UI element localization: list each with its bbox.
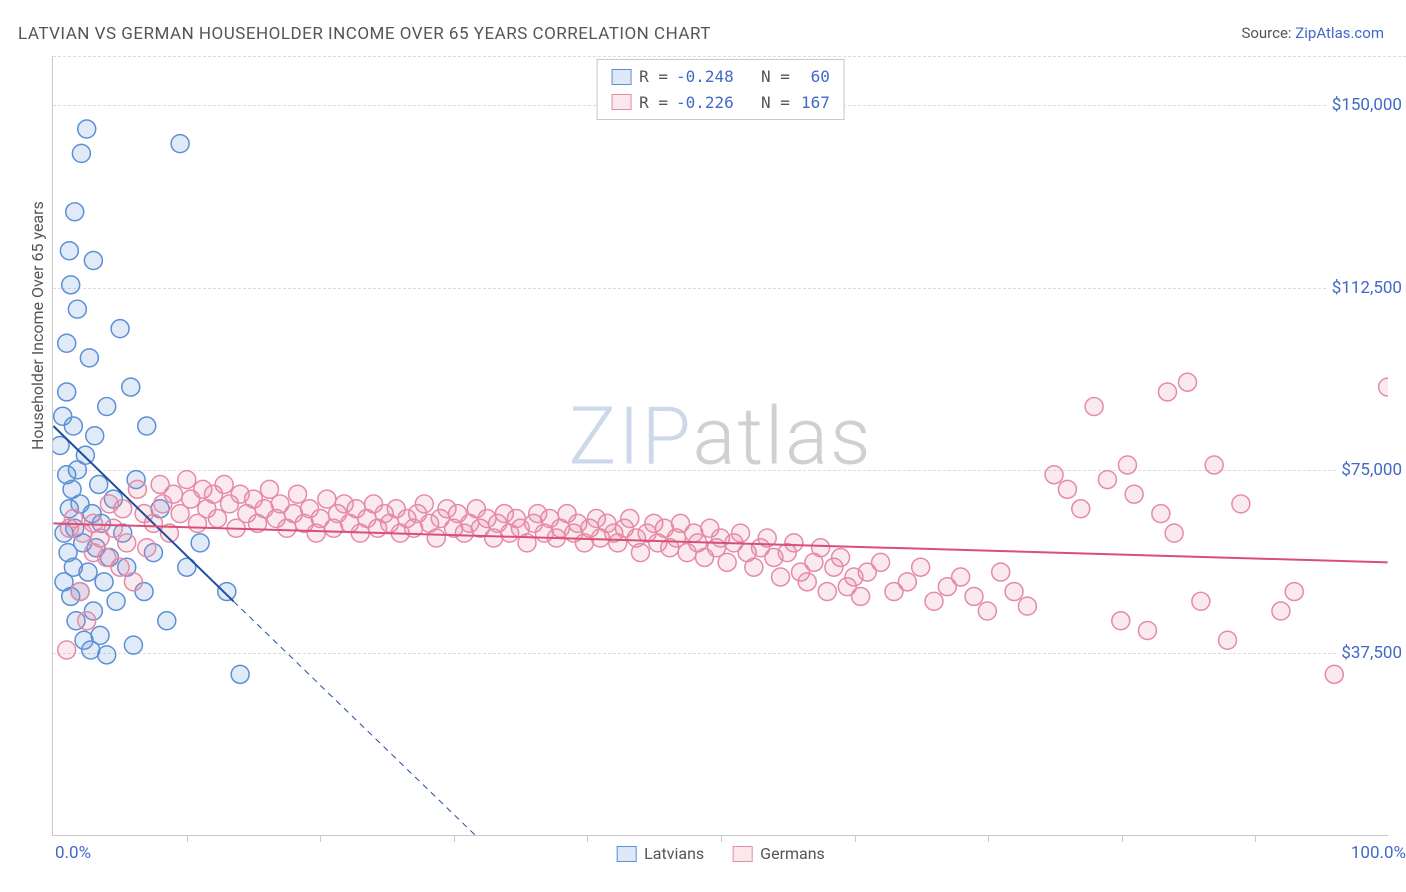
x-tick (721, 835, 722, 842)
regression-line (53, 426, 233, 601)
source-attribution: Source: ZipAtlas.com (1241, 24, 1384, 42)
x-min-label: 0.0% (55, 843, 91, 863)
legend-n-label: N = (742, 64, 790, 90)
x-tick (587, 835, 588, 842)
legend-series-item: Latvians (616, 844, 704, 863)
x-tick (1122, 835, 1123, 842)
legend-swatch (616, 846, 636, 862)
x-tick (988, 835, 989, 842)
y-axis-label: Householder Income Over 65 years (28, 201, 47, 450)
legend-series-item: Germans (732, 844, 825, 863)
x-tick (454, 835, 455, 842)
legend-swatch (732, 846, 752, 862)
legend-n-value: 167 (798, 90, 830, 116)
legend-stat-row: R = -0.226 N = 167 (611, 90, 830, 116)
chart-title: LATVIAN VS GERMAN HOUSEHOLDER INCOME OVE… (18, 24, 711, 44)
legend-swatch (611, 94, 631, 110)
source-prefix: Source: (1241, 24, 1295, 42)
legend-n-value: 60 (798, 64, 830, 90)
regression-svg (53, 56, 1388, 835)
y-tick-label: $75,000 (1337, 460, 1406, 480)
x-tick (187, 835, 188, 842)
legend-n-label: N = (742, 90, 790, 116)
regression-line (53, 523, 1387, 562)
source-link[interactable]: ZipAtlas.com (1295, 24, 1384, 42)
correlation-legend: R = -0.248 N = 60 R = -0.226 N = 167 (596, 59, 845, 120)
legend-swatch (611, 69, 631, 85)
legend-r-label: R = (639, 90, 668, 116)
legend-series-name: Germans (760, 844, 825, 863)
chart-container: LATVIAN VS GERMAN HOUSEHOLDER INCOME OVE… (0, 0, 1406, 892)
legend-r-value: -0.226 (676, 90, 734, 116)
plot-area: ZIPatlas R = -0.248 N = 60 R = -0.226 N … (52, 56, 1388, 836)
legend-series-name: Latvians (644, 844, 704, 863)
x-tick (1255, 835, 1256, 842)
y-tick-label: $112,500 (1328, 278, 1406, 298)
y-tick-label: $150,000 (1328, 95, 1406, 115)
x-tick (320, 835, 321, 842)
series-legend: Latvians Germans (616, 844, 825, 863)
x-max-label: 100.0% (1351, 843, 1406, 863)
legend-stat-row: R = -0.248 N = 60 (611, 64, 830, 90)
regression-extrap (233, 601, 520, 835)
legend-r-value: -0.248 (676, 64, 734, 90)
y-tick-label: $37,500 (1337, 643, 1406, 663)
legend-r-label: R = (639, 64, 668, 90)
x-tick (855, 835, 856, 842)
